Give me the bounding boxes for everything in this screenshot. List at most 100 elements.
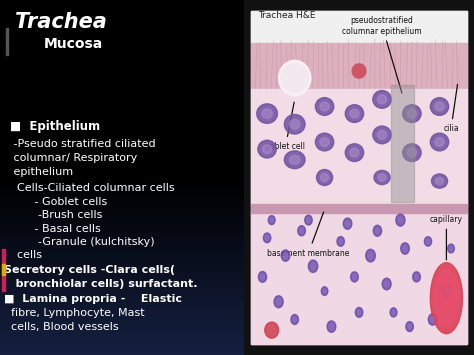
Ellipse shape (290, 119, 300, 129)
Ellipse shape (261, 274, 264, 279)
Ellipse shape (283, 253, 287, 258)
Ellipse shape (403, 105, 421, 122)
Ellipse shape (320, 174, 328, 181)
Ellipse shape (413, 272, 420, 282)
Ellipse shape (345, 144, 364, 162)
Ellipse shape (264, 233, 271, 243)
Ellipse shape (337, 236, 345, 246)
Ellipse shape (436, 178, 444, 185)
Bar (251, 43, 467, 89)
Ellipse shape (447, 244, 455, 253)
Ellipse shape (407, 109, 417, 118)
Text: fibre, Lymphocyte, Mast: fibre, Lymphocyte, Mast (4, 308, 144, 318)
Text: Trachea H&E: Trachea H&E (258, 11, 315, 21)
Ellipse shape (428, 314, 437, 325)
Text: ■  Lamina propria -    Elastic: ■ Lamina propria - Elastic (4, 294, 182, 304)
Ellipse shape (415, 274, 418, 279)
Ellipse shape (374, 170, 390, 185)
Text: columnar/ Respiratory: columnar/ Respiratory (10, 153, 137, 163)
Ellipse shape (368, 253, 373, 258)
Ellipse shape (431, 317, 435, 322)
Text: epithelium: epithelium (10, 167, 73, 177)
Bar (2, 264, 5, 275)
Text: - Basal cells: - Basal cells (10, 224, 100, 234)
Ellipse shape (392, 310, 395, 315)
Ellipse shape (291, 315, 299, 324)
Ellipse shape (350, 109, 359, 118)
Ellipse shape (346, 221, 349, 226)
Ellipse shape (265, 236, 269, 240)
Text: ■  Epithelium: ■ Epithelium (10, 120, 100, 132)
Ellipse shape (300, 228, 303, 233)
Ellipse shape (305, 215, 312, 225)
Bar (251, 89, 467, 206)
Ellipse shape (407, 148, 417, 157)
Ellipse shape (345, 105, 364, 122)
Ellipse shape (307, 218, 310, 223)
Ellipse shape (403, 144, 421, 162)
Text: bronchiolar cells) surfactant.: bronchiolar cells) surfactant. (4, 279, 197, 289)
Ellipse shape (265, 322, 279, 338)
Ellipse shape (390, 308, 397, 317)
Ellipse shape (258, 140, 276, 158)
Bar (6, 44, 8, 55)
Ellipse shape (373, 126, 391, 144)
Ellipse shape (373, 91, 391, 108)
Text: -Brush cells: -Brush cells (10, 211, 102, 220)
Ellipse shape (442, 286, 450, 296)
Ellipse shape (357, 310, 361, 315)
Ellipse shape (430, 263, 463, 334)
Bar (6, 28, 8, 43)
Ellipse shape (403, 246, 407, 251)
Text: Cells-Ciliated columnar cells: Cells-Ciliated columnar cells (10, 183, 174, 193)
Bar (2, 248, 5, 291)
Ellipse shape (377, 130, 387, 139)
Ellipse shape (350, 148, 359, 157)
Ellipse shape (408, 324, 411, 329)
Ellipse shape (384, 281, 389, 287)
Ellipse shape (317, 169, 333, 185)
Ellipse shape (276, 299, 281, 305)
Ellipse shape (284, 151, 305, 169)
Ellipse shape (378, 174, 386, 181)
Ellipse shape (315, 133, 334, 151)
Ellipse shape (406, 322, 413, 332)
Text: Trachea: Trachea (15, 12, 107, 32)
Ellipse shape (375, 228, 379, 233)
Text: capillary: capillary (430, 215, 463, 260)
Ellipse shape (352, 64, 366, 78)
Bar (391, 85, 414, 202)
Ellipse shape (373, 225, 382, 236)
Ellipse shape (431, 174, 447, 188)
Ellipse shape (315, 98, 334, 115)
Text: -Granule (kulchitsky): -Granule (kulchitsky) (10, 237, 155, 247)
Ellipse shape (366, 249, 375, 262)
Bar (251, 204, 467, 213)
Ellipse shape (321, 287, 328, 295)
Ellipse shape (434, 270, 459, 327)
Ellipse shape (449, 246, 453, 251)
Ellipse shape (351, 272, 358, 282)
Text: - Goblet cells: - Goblet cells (10, 197, 107, 207)
Ellipse shape (435, 102, 444, 111)
Ellipse shape (401, 243, 410, 254)
Ellipse shape (435, 137, 444, 146)
Ellipse shape (424, 237, 432, 246)
Ellipse shape (343, 218, 352, 229)
Ellipse shape (284, 114, 305, 134)
Ellipse shape (281, 250, 290, 261)
Ellipse shape (356, 307, 363, 317)
Text: cilia: cilia (443, 84, 459, 133)
Ellipse shape (445, 289, 448, 294)
Text: Mucosa: Mucosa (44, 37, 103, 51)
Ellipse shape (430, 98, 449, 115)
Ellipse shape (320, 137, 329, 146)
Ellipse shape (339, 239, 342, 244)
Ellipse shape (258, 272, 266, 282)
Text: Secretory cells -Clara cells(: Secretory cells -Clara cells( (4, 265, 174, 275)
Ellipse shape (311, 263, 315, 269)
Text: basement membrane: basement membrane (267, 212, 350, 257)
Ellipse shape (398, 217, 402, 223)
Ellipse shape (268, 215, 275, 225)
Ellipse shape (323, 289, 326, 293)
